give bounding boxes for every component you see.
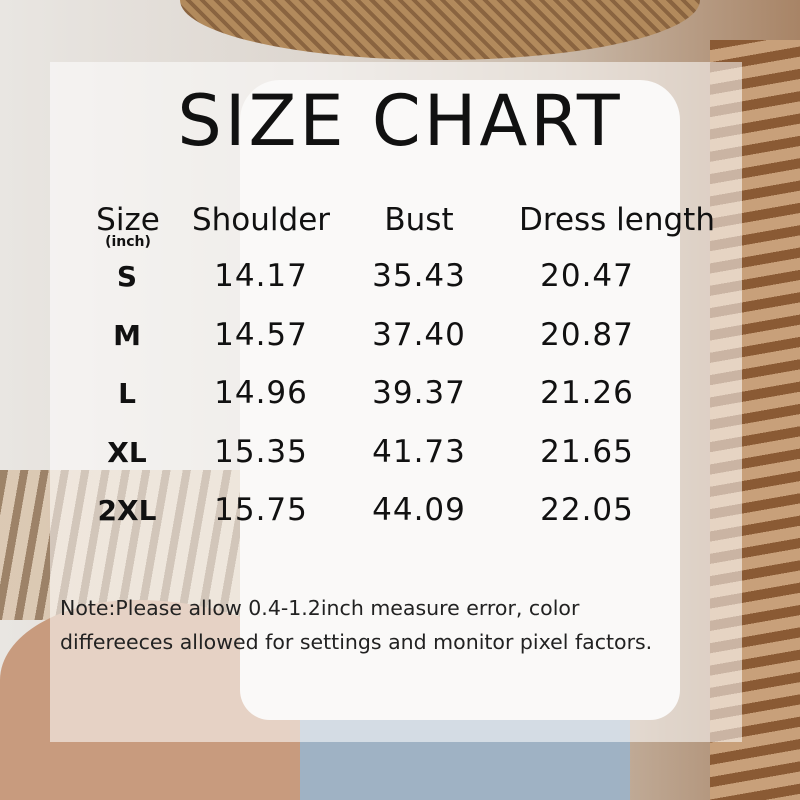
cell-dress-length: 22.05 — [540, 492, 634, 528]
note-line-2: differeeces allowed for settings and mon… — [60, 630, 653, 654]
cell-bust: 39.37 — [372, 375, 466, 411]
note-line-1: Note:Please allow 0.4-1.2inch measure er… — [60, 596, 580, 620]
header-dress-length: Dress length — [519, 202, 715, 238]
cell-shoulder: 14.57 — [214, 316, 308, 353]
header-size: Size — [96, 202, 160, 238]
cell-dress-length: 20.87 — [540, 316, 634, 353]
header-shoulder: Shoulder — [191, 202, 331, 238]
cell-shoulder: 14.17 — [214, 258, 308, 294]
page-title: SIZE CHART — [177, 80, 623, 162]
background-hat — [180, 0, 700, 60]
cell-size: L — [118, 377, 136, 410]
cell-dress-length: 21.26 — [540, 375, 634, 411]
cell-shoulder: 14.96 — [214, 375, 308, 411]
cell-dress-length: 21.65 — [540, 433, 634, 470]
cell-shoulder: 15.35 — [214, 433, 308, 470]
cell-shoulder: 15.75 — [214, 492, 308, 528]
header-bust: Bust — [384, 202, 454, 238]
header-unit: (inch) — [105, 234, 151, 250]
cell-size: 2XL — [97, 494, 157, 527]
note: Note:Please allow 0.4-1.2inch measure er… — [60, 591, 652, 659]
cell-size: XL — [107, 435, 147, 469]
size-chart-panel — [50, 62, 742, 742]
cell-size: M — [113, 318, 141, 352]
cell-dress-length: 20.47 — [540, 258, 634, 294]
cell-bust: 35.43 — [372, 258, 466, 294]
cell-size: S — [116, 260, 138, 293]
cell-bust: 44.09 — [372, 492, 466, 528]
cell-bust: 37.40 — [372, 316, 466, 353]
cell-bust: 41.73 — [372, 433, 466, 470]
